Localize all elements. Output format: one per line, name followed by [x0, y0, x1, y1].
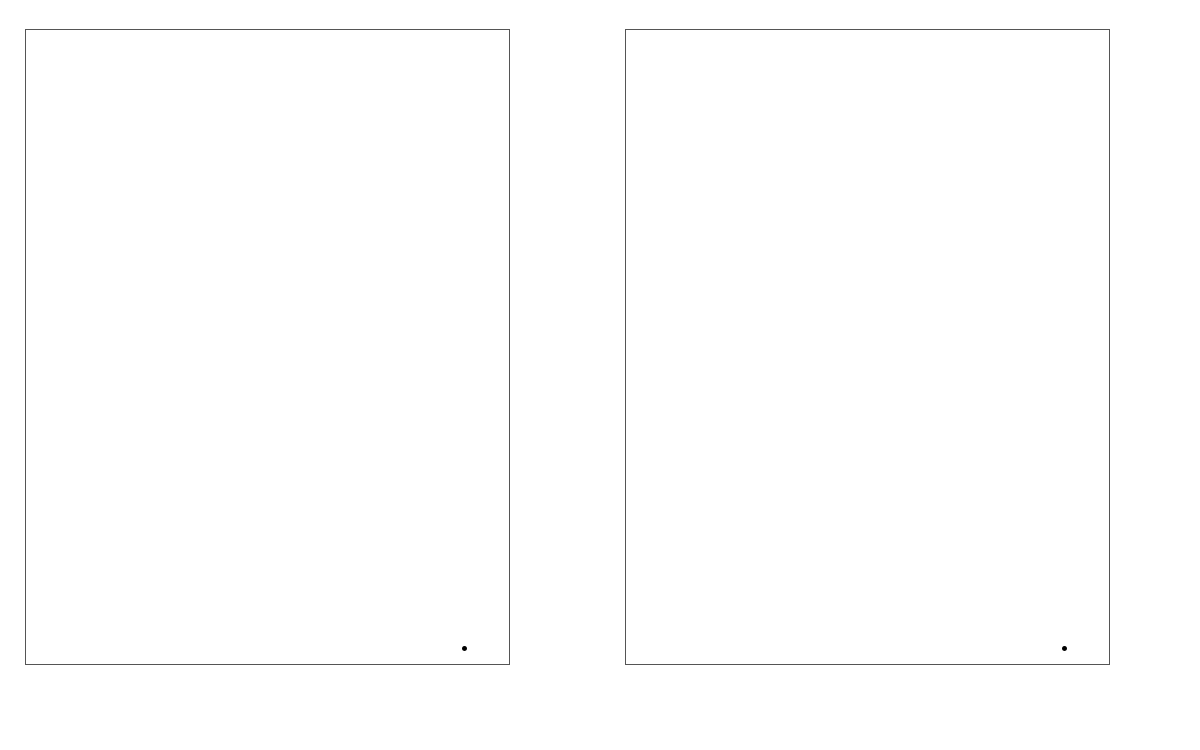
aqs-legend-left	[462, 646, 472, 651]
model-raster	[26, 30, 509, 664]
model-colorbar	[534, 37, 548, 637]
aqs-legend-right	[1062, 646, 1072, 651]
model-map	[25, 29, 510, 665]
aqs-dot-icon	[1062, 646, 1067, 651]
bias-map-overlay	[626, 30, 1109, 664]
panel-bias	[600, 0, 1200, 750]
aqs-dot-icon	[462, 646, 467, 651]
bias-colorbar	[1134, 37, 1148, 637]
panel-model	[25, 29, 548, 665]
bias-map	[625, 29, 1110, 665]
